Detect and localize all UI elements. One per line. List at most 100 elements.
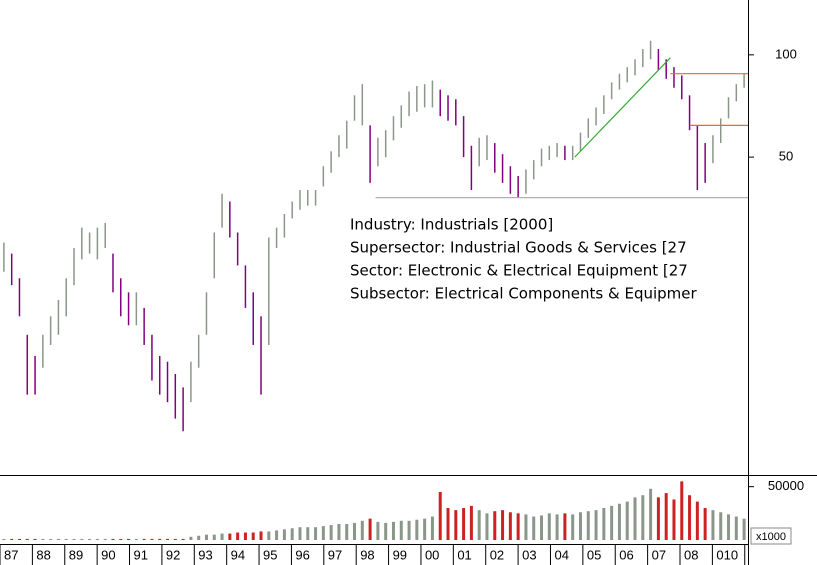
volume-bar [547,513,551,540]
volume-bar [727,514,731,540]
x-tick-label: 04 [554,547,568,562]
unit-box [750,527,792,545]
volume-bar [438,492,442,540]
volume-bar [742,518,746,540]
annotation: Subsector: Electrical Components & Equip… [350,285,698,303]
volume-bar [88,538,92,540]
volume-bar [220,533,224,540]
volume-bar [251,532,255,540]
volume-bar [345,524,349,540]
volume-bar [641,495,645,540]
x-tick-label: 97 [328,547,342,562]
volume-bar [72,538,76,540]
volume-bar [275,530,279,540]
volume-bar [189,536,193,540]
x-tick-label: 08 [684,547,698,562]
volume-bar [672,499,676,540]
volume-bar [415,519,419,540]
volume-bar [493,511,497,540]
volume-bar [134,538,138,540]
volume-bar [734,516,738,540]
volume-bar [228,533,232,540]
x-tick-label: 91 [134,547,148,562]
volume-bar [298,527,302,540]
volume-bar [33,538,37,540]
volume-bar [181,538,185,540]
volume-bar [103,538,107,540]
x-tick-label: 89 [69,547,83,562]
volume-bar [446,508,450,540]
volume-bar [384,522,388,540]
volume-bar [469,505,473,540]
volume-bar [64,538,68,540]
x-tick-label: 010 [716,547,738,562]
volume-bar [711,510,715,540]
volume-bar [540,515,544,540]
volume-bar [602,508,606,540]
volume-bar [282,529,286,540]
x-tick-label: 01 [457,547,471,562]
annotation: Industry: Industrials [2000] [350,216,553,234]
volume-bar [625,501,629,540]
volume-bar [337,524,341,540]
volume-bar [594,510,598,540]
volume-bar [368,518,372,540]
volume-bar [119,538,123,540]
volume-bar [571,514,575,540]
x-tick-label: 99 [393,547,407,562]
x-tick-label: 93 [198,547,212,562]
volume-bar [610,505,614,540]
volume-bar [656,497,660,540]
volume-bar [454,510,458,540]
volume-bar [2,538,6,540]
volume-bar [586,511,590,540]
volume-bar [25,538,29,540]
volume-bar [664,493,668,540]
volume-bar [80,538,84,540]
annotation: Supersector: Industrial Goods & Services… [350,239,687,257]
x-tick-label: 07 [652,547,666,562]
volume-bar [142,538,146,540]
volume-bar [407,520,411,540]
x-tick-label: 02 [490,547,504,562]
x-tick-label: 03 [522,547,536,562]
volume-bar [524,514,528,540]
x-tick-label: 94 [231,547,245,562]
volume-bar [56,538,60,540]
volume-bar [578,512,582,540]
x-tick-label: 92 [166,547,180,562]
unit-label: x1000 [756,531,786,543]
volume-bar [353,522,357,540]
volume-bar [204,534,208,540]
volume-bar [719,512,723,540]
volume-bar [111,538,115,540]
volume-bar [633,497,637,540]
volume-bar [10,538,14,540]
reference-line [574,57,671,158]
y-tick-label: 50000 [768,478,804,493]
volume-bar [563,513,567,540]
volume-bar [127,538,131,540]
volume-bar [166,538,170,540]
volume-bar [267,531,271,540]
volume-bar [41,538,45,540]
volume-bar [95,538,99,540]
volume-bar [477,510,481,540]
volume-bar [158,538,162,540]
volume-bar [259,531,263,540]
volume-bar [236,532,240,540]
volume-bar [329,525,333,540]
x-tick-label: 98 [360,547,374,562]
volume-bar [321,526,325,540]
volume-bar [173,538,177,540]
volume-bar [555,514,559,540]
volume-bar [501,510,505,540]
volume-bar [485,513,489,540]
volume-bar [306,527,310,540]
x-tick-label: 96 [295,547,309,562]
volume-bar [695,501,699,540]
x-tick-label: 88 [36,547,50,562]
volume-bar [314,527,318,540]
